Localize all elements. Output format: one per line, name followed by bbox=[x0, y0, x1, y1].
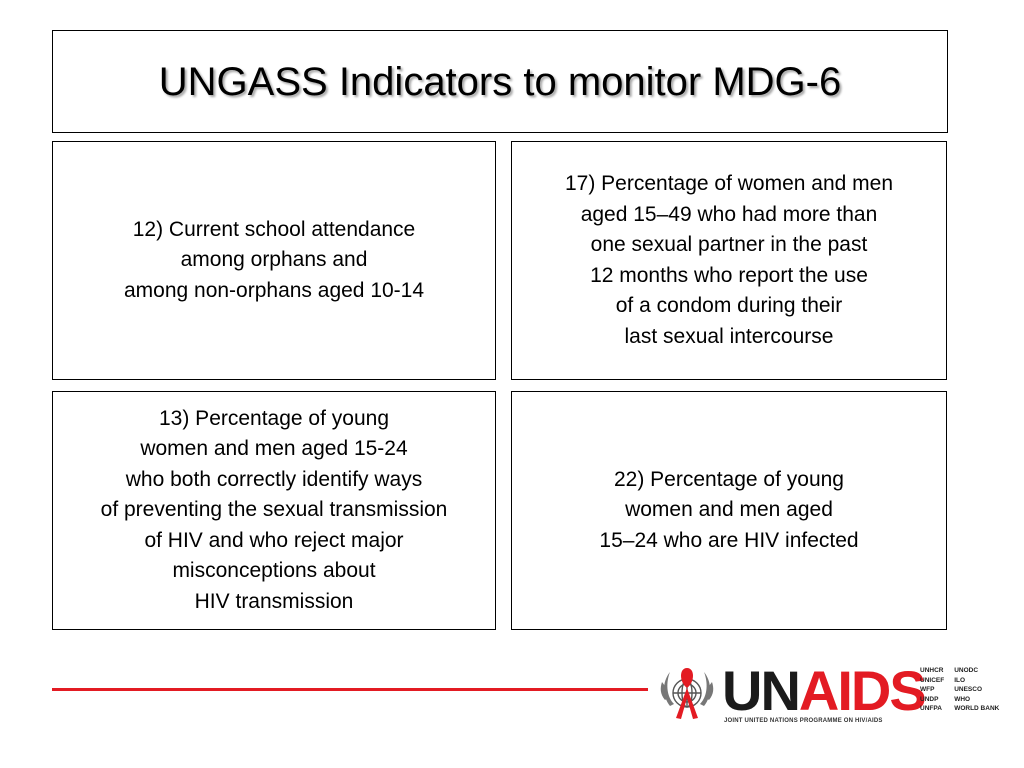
cosponsor-name: WFP bbox=[920, 686, 935, 693]
cosponsor-column-1: UNHCR UNICEF WFP UNDP UNFPA bbox=[920, 666, 944, 714]
indicator-13-line: of HIV and who reject major bbox=[144, 528, 404, 552]
indicator-17-line: 17) Percentage of women and men bbox=[564, 172, 894, 195]
indicator-17-line: last sexual intercourse bbox=[624, 324, 834, 348]
cosponsor-name: UNICEF bbox=[920, 676, 945, 684]
indicator-13-box: 13) Percentage of young women and men ag… bbox=[52, 391, 496, 630]
indicator-17-line: one sexual partner in the past bbox=[590, 233, 868, 256]
cosponsor-name: WHO bbox=[954, 695, 971, 703]
wordmark-un: UN bbox=[722, 659, 801, 722]
indicator-12-line: among non-orphans aged 10-14 bbox=[123, 278, 425, 302]
indicator-17-line: aged 15–49 who had more than bbox=[580, 202, 878, 226]
indicator-22-line: 22) Percentage of young bbox=[613, 467, 844, 491]
indicator-22-line: women and men aged bbox=[625, 498, 833, 522]
indicator-12-box: 12) Current school attendance among orph… bbox=[52, 141, 496, 380]
indicator-13-line: women and men aged 15-24 bbox=[140, 437, 408, 461]
footer-red-rule bbox=[52, 688, 648, 691]
indicator-12-text: 12) Current school attendance among orph… bbox=[124, 215, 424, 307]
cosponsor-name: UNFPA bbox=[920, 705, 942, 712]
wordmark-aids: AIDS bbox=[798, 659, 927, 722]
cosponsor-name: UNESCO bbox=[954, 686, 983, 693]
indicator-17-text: 17) Percentage of women and men aged 15–… bbox=[565, 169, 893, 352]
indicator-22-line: 15–24 who are HIV infected bbox=[599, 528, 859, 552]
cosponsor-name: UNDP bbox=[920, 695, 939, 703]
indicator-13-line: who both correctly identify ways bbox=[125, 467, 423, 491]
cosponsor-column-2: UNODC ILO UNESCO WHO WORLD BANK bbox=[954, 666, 999, 714]
unaids-logo: UNAIDS JOINT UNITED NATIONS PROGRAMME ON… bbox=[652, 660, 1022, 730]
cosponsor-list: UNHCR UNICEF WFP UNDP UNFPA UNODC ILO UN… bbox=[920, 666, 999, 714]
indicator-17-line: of a condom during their bbox=[615, 294, 843, 317]
indicator-22-box: 22) Percentage of young women and men ag… bbox=[511, 391, 947, 630]
indicator-13-line: 13) Percentage of young bbox=[159, 406, 389, 430]
title-box: UNGASS Indicators to monitor MDG-6 bbox=[52, 30, 948, 133]
un-emblem-icon bbox=[660, 668, 714, 719]
indicator-17-box: 17) Percentage of women and men aged 15–… bbox=[511, 141, 947, 380]
indicator-22-text: 22) Percentage of young women and men ag… bbox=[599, 465, 858, 557]
indicator-17-line: 12 months who report the use bbox=[590, 263, 868, 287]
indicator-13-line: of preventing the sexual transmission bbox=[100, 498, 448, 522]
indicator-13-text: 13) Percentage of young women and men ag… bbox=[101, 404, 448, 618]
indicator-13-line: misconceptions about bbox=[172, 559, 376, 583]
indicator-12-line: among orphans and bbox=[180, 248, 368, 272]
cosponsor-name: UNHCR bbox=[920, 667, 944, 674]
indicator-12-line: 12) Current school attendance bbox=[132, 217, 416, 241]
cosponsor-name: ILO bbox=[954, 676, 966, 684]
indicator-13-line: HIV transmission bbox=[194, 589, 354, 613]
unaids-tagline: JOINT UNITED NATIONS PROGRAMME ON HIV/AI… bbox=[724, 718, 883, 724]
cosponsor-name: WORLD BANK bbox=[954, 705, 1000, 712]
cosponsor-name: UNODC bbox=[954, 667, 979, 674]
slide-title: UNGASS Indicators to monitor MDG-6 bbox=[158, 59, 842, 104]
unaids-wordmark: UNAIDS bbox=[722, 663, 927, 719]
